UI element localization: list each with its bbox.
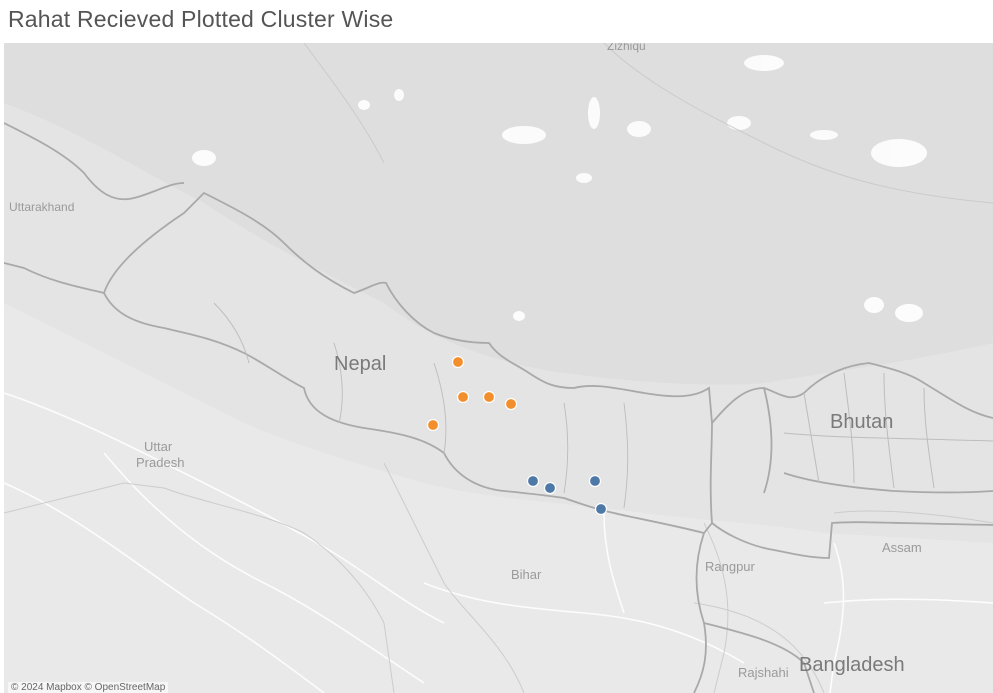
cluster-point-orange[interactable] bbox=[451, 355, 465, 369]
label-rangpur: Rangpur bbox=[705, 559, 755, 574]
cluster-point-orange[interactable] bbox=[482, 390, 496, 404]
label-nepal: Nepal bbox=[334, 353, 387, 375]
cluster-points-layer bbox=[426, 355, 608, 516]
label-rajshahi: Rajshahi bbox=[738, 665, 789, 680]
page-title: Rahat Recieved Plotted Cluster Wise bbox=[8, 6, 394, 32]
map-canvas[interactable]: Zizhiqu Uttarakhand Nepal Bhutan Uttar P… bbox=[4, 43, 993, 693]
map-background bbox=[4, 43, 993, 693]
label-pradesh: Pradesh bbox=[136, 455, 185, 470]
label-zizhiqu: Zizhiqu bbox=[607, 43, 646, 53]
label-bangladesh: Bangladesh bbox=[799, 654, 905, 676]
cluster-point-orange[interactable] bbox=[426, 418, 440, 432]
cluster-point-blue[interactable] bbox=[594, 502, 608, 516]
cluster-point-blue[interactable] bbox=[526, 474, 540, 488]
label-assam: Assam bbox=[882, 540, 922, 555]
cluster-point-blue[interactable] bbox=[588, 474, 602, 488]
cluster-point-orange[interactable] bbox=[456, 390, 470, 404]
label-uttar: Uttar bbox=[144, 439, 173, 454]
label-bihar: Bihar bbox=[511, 567, 542, 582]
label-bhutan: Bhutan bbox=[830, 411, 894, 433]
label-uttarakhand: Uttarakhand bbox=[9, 200, 75, 214]
cluster-point-orange[interactable] bbox=[504, 397, 518, 411]
cluster-point-blue[interactable] bbox=[543, 481, 557, 495]
map-attribution[interactable]: © 2024 Mapbox © OpenStreetMap bbox=[8, 682, 169, 693]
